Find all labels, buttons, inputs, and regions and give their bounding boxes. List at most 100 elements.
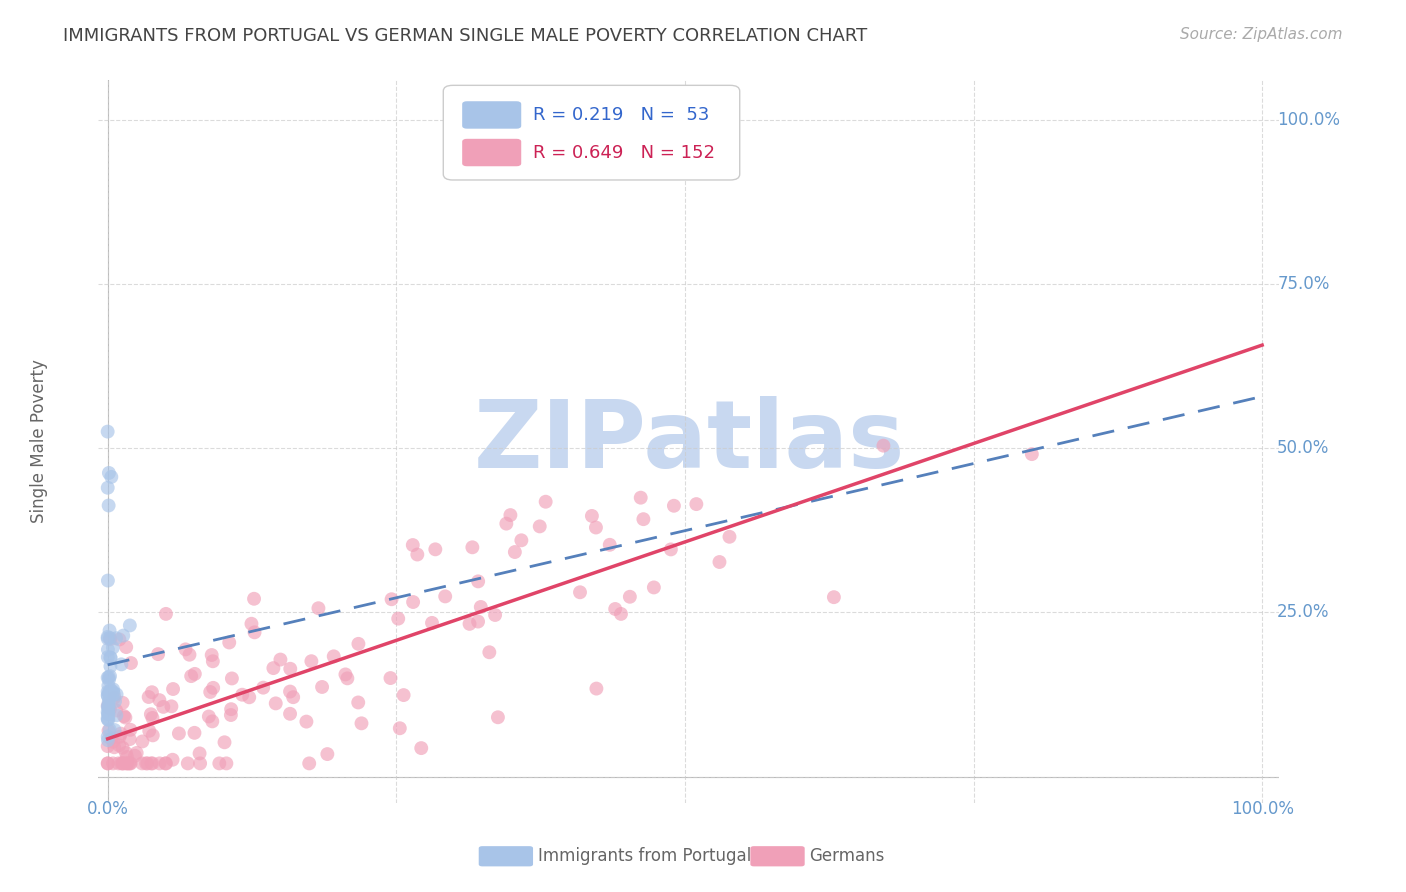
Point: [434, 590, 457, 604]
Text: 0.0%: 0.0%: [87, 799, 128, 817]
Text: R = 0.649   N = 152: R = 0.649 N = 152: [533, 144, 716, 161]
Point: [103, 687, 125, 701]
Point: [115, 756, 138, 771]
FancyBboxPatch shape: [443, 86, 740, 180]
Text: 25.0%: 25.0%: [1277, 603, 1330, 622]
Point: [461, 541, 484, 555]
Point: [115, 750, 138, 764]
Point: [534, 494, 557, 508]
Point: [1021, 447, 1043, 461]
Point: [97, 695, 120, 709]
Point: [252, 681, 274, 695]
Point: [167, 726, 190, 740]
Point: [381, 592, 404, 607]
Point: [97, 711, 120, 725]
Point: [98, 673, 121, 687]
Point: [221, 672, 243, 686]
Point: [118, 618, 141, 632]
Point: [110, 657, 132, 672]
Point: [97, 642, 120, 657]
Point: [108, 632, 131, 647]
Point: [100, 731, 122, 746]
Point: [162, 681, 184, 696]
Point: [278, 662, 301, 676]
Point: [146, 647, 169, 661]
Point: [118, 732, 141, 747]
Point: [100, 470, 122, 484]
Point: [177, 756, 200, 771]
Point: [470, 599, 492, 614]
Point: [120, 756, 142, 771]
Point: [458, 616, 481, 631]
Point: [322, 649, 344, 664]
Point: [104, 694, 127, 708]
Point: [411, 741, 433, 756]
Point: [97, 705, 120, 719]
Point: [97, 730, 120, 744]
Point: [105, 708, 128, 723]
Point: [278, 706, 301, 721]
FancyBboxPatch shape: [463, 139, 522, 166]
Point: [387, 612, 409, 626]
Point: [467, 615, 489, 629]
Point: [98, 702, 121, 716]
Point: [685, 497, 707, 511]
Point: [97, 698, 120, 713]
Point: [659, 542, 682, 557]
Text: Immigrants from Portugal: Immigrants from Portugal: [537, 847, 751, 865]
Point: [347, 637, 370, 651]
Point: [98, 723, 121, 737]
Point: [467, 574, 489, 589]
FancyBboxPatch shape: [478, 847, 533, 866]
Point: [585, 681, 607, 696]
Point: [118, 756, 141, 771]
Point: [112, 629, 135, 643]
Point: [486, 710, 509, 724]
Point: [117, 756, 139, 771]
Point: [115, 756, 138, 771]
Point: [200, 685, 222, 699]
Text: Germans: Germans: [810, 847, 884, 865]
Point: [162, 753, 184, 767]
Point: [510, 533, 533, 548]
Point: [98, 669, 121, 683]
Point: [503, 545, 526, 559]
Point: [97, 574, 120, 588]
Point: [709, 555, 731, 569]
Point: [115, 746, 138, 760]
Point: [215, 756, 238, 771]
Point: [138, 723, 160, 738]
Point: [98, 631, 121, 645]
Point: [350, 716, 373, 731]
Point: [295, 714, 318, 729]
Point: [115, 640, 138, 654]
Point: [188, 747, 211, 761]
Point: [425, 542, 447, 557]
Point: [202, 681, 225, 695]
Point: [108, 730, 131, 744]
Point: [141, 685, 163, 699]
Point: [160, 699, 183, 714]
Point: [101, 735, 124, 749]
Point: [585, 520, 607, 534]
Point: [124, 748, 146, 763]
Point: [619, 590, 641, 604]
Point: [201, 654, 224, 668]
Point: [183, 726, 205, 740]
Point: [98, 691, 121, 706]
FancyBboxPatch shape: [751, 847, 804, 866]
Point: [112, 709, 135, 723]
Point: [100, 650, 122, 665]
Point: [111, 696, 134, 710]
Point: [662, 499, 685, 513]
Point: [97, 630, 120, 644]
Point: [110, 726, 132, 740]
Text: Source: ZipAtlas.com: Source: ZipAtlas.com: [1180, 27, 1343, 42]
Point: [569, 585, 592, 599]
Point: [97, 698, 120, 713]
Point: [97, 499, 120, 513]
Point: [135, 756, 157, 771]
Point: [98, 650, 121, 665]
Point: [139, 707, 162, 722]
Text: Single Male Poverty: Single Male Poverty: [31, 359, 48, 524]
